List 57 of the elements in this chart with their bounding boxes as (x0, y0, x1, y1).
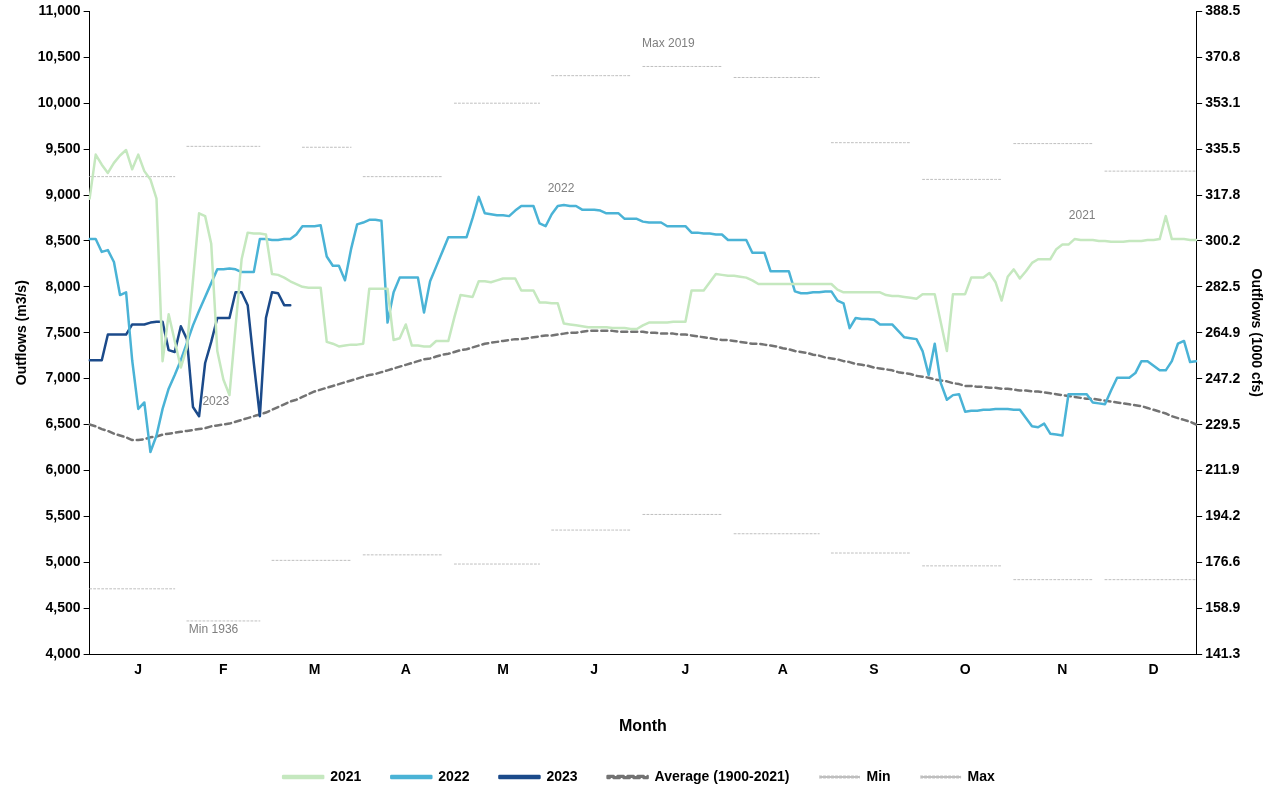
y2-tick-label: 388.5 (1205, 2, 1241, 19)
y2-tick-label: 300.2 (1205, 231, 1241, 248)
x-tick-label: J (134, 661, 143, 678)
annotation: Min 1936 (188, 621, 239, 636)
x-tick-label: M (308, 661, 321, 678)
y-tick-label: 6,000 (45, 461, 81, 478)
y2-tick-label: 194.2 (1205, 507, 1241, 524)
annotation: Max 2019 (641, 36, 696, 51)
y2-tick-label: 282.5 (1205, 277, 1241, 294)
y2-axis-title: Outflows (1000 cfs) (1248, 268, 1265, 397)
x-tick-label: O (959, 661, 971, 678)
y-tick-label: 9,500 (45, 139, 81, 156)
y2-tick-label: 264.9 (1205, 323, 1241, 340)
y-tick-label: 10,000 (37, 94, 81, 111)
y-tick-label: 8,500 (45, 231, 81, 248)
x-tick-label: J (681, 661, 690, 678)
y-tick-label: 7,000 (45, 369, 81, 386)
y-axis-title: Outflows (m3/s) (13, 280, 30, 386)
y-tick-label: 4,000 (45, 644, 81, 661)
y-tick-label: 5,000 (45, 553, 81, 570)
y-tick-label: 9,000 (45, 185, 81, 202)
line-series (88, 329, 1198, 442)
legend-label: 2021 (330, 767, 362, 784)
y2-tick-label: 229.5 (1205, 415, 1241, 432)
legend-label: Average (1900-2021) (654, 767, 790, 784)
y2-tick-label: 370.8 (1205, 48, 1241, 65)
y2-tick-label: 211.9 (1205, 461, 1240, 478)
y-tick-label: 8,000 (45, 277, 81, 294)
y2-tick-label: 247.2 (1205, 369, 1241, 386)
legend-label: Max (967, 767, 996, 784)
y2-tick-label: 317.8 (1205, 186, 1241, 203)
x-axis-title: Month (618, 716, 667, 734)
y-tick-label: 10,500 (37, 48, 81, 65)
x-tick-label: A (400, 661, 411, 678)
annotation: 2023 (202, 394, 230, 409)
y-tick-label: 5,500 (45, 507, 81, 524)
y2-tick-label: 158.9 (1205, 599, 1241, 616)
legend-label: 2022 (438, 767, 470, 784)
legend-label: Min (866, 767, 891, 784)
x-tick-label: D (1148, 661, 1159, 678)
y-tick-label: 4,500 (45, 598, 81, 615)
y-tick-label: 6,500 (45, 415, 81, 432)
x-tick-label: J (590, 661, 599, 678)
legend-label: 2023 (546, 767, 578, 784)
y-tick-label: 7,500 (45, 323, 81, 340)
x-tick-label: N (1057, 661, 1068, 678)
y2-tick-label: 353.1 (1205, 94, 1241, 111)
x-tick-label: A (777, 661, 788, 678)
x-tick-label: S (869, 661, 879, 678)
y2-tick-label: 176.6 (1205, 553, 1241, 570)
annotation: 2022 (547, 181, 575, 196)
x-tick-label: M (497, 661, 509, 678)
x-tick-label: F (219, 661, 229, 678)
y-tick-label: 11,000 (38, 2, 81, 19)
y2-tick-label: 141.3 (1205, 644, 1241, 661)
y2-tick-label: 335.5 (1205, 140, 1241, 157)
annotation: 2021 (1068, 208, 1096, 223)
